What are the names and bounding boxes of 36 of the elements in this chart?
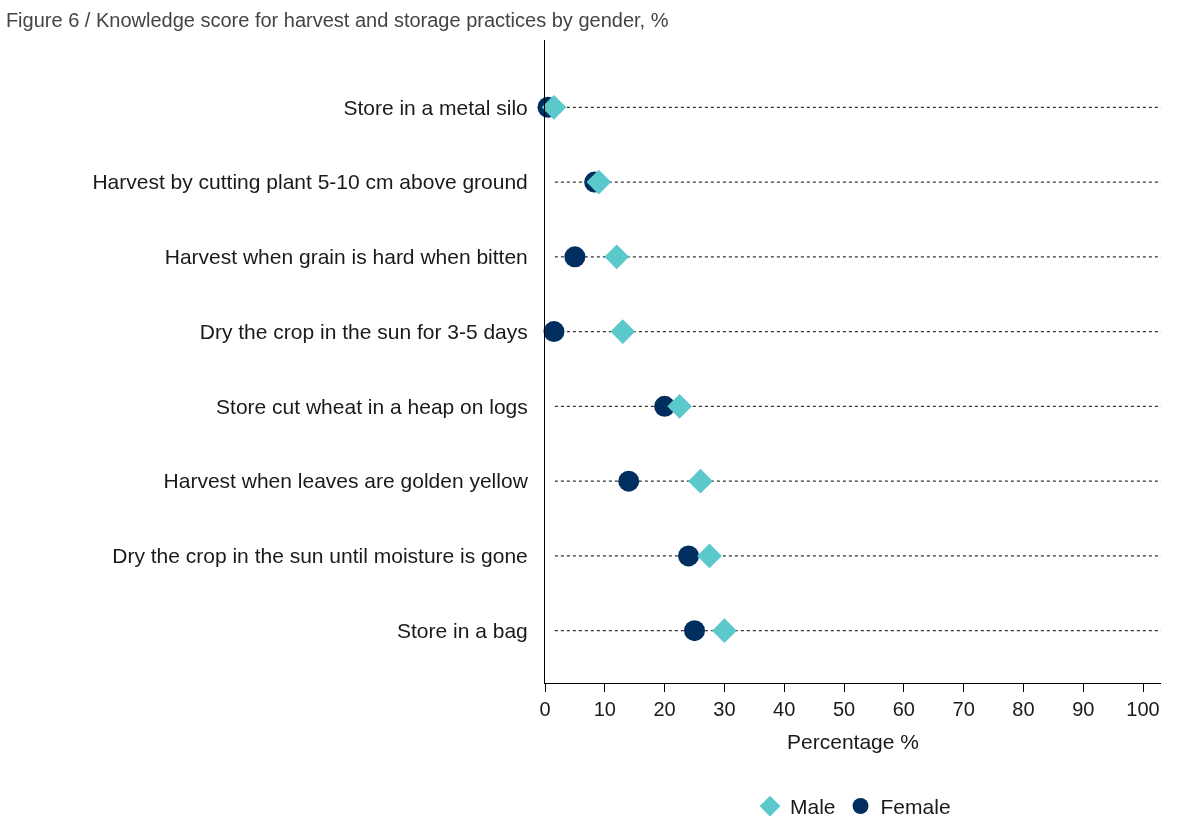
point — [697, 543, 722, 569]
x-tick-label: 70 — [952, 698, 975, 720]
point — [543, 321, 565, 343]
x-tick-label: 90 — [1072, 698, 1095, 720]
legend-label: Female — [880, 795, 951, 819]
point — [610, 319, 636, 344]
y-tick-label: Harvest when leaves are golden yellow — [163, 469, 529, 493]
x-tick-label: 50 — [832, 698, 856, 720]
x-tick-label: 20 — [653, 698, 676, 720]
point — [712, 618, 737, 644]
x-axis-title: Percentage % — [787, 730, 919, 754]
y-tick-label: Dry the crop in the sun until moisture is gone — [112, 544, 528, 568]
point — [678, 545, 700, 567]
y-tick-label: Harvest when grain is hard when bitten — [164, 245, 528, 269]
x-tick-label: 80 — [1012, 698, 1035, 720]
point — [618, 470, 640, 492]
text: Figure 6 / Knowledge score for harvest and storage practices by gender, % — [5, 8, 669, 31]
x-tick-label: 10 — [593, 698, 616, 720]
x-tick-label: 30 — [713, 698, 736, 720]
point — [564, 246, 586, 268]
point — [667, 394, 692, 419]
y-tick-label: Store in a bag — [397, 619, 528, 643]
point — [684, 620, 706, 642]
legend-label: Male — [790, 795, 836, 819]
point — [604, 244, 630, 270]
y-tick-label: Store in a metal silo — [343, 95, 528, 119]
point — [688, 468, 713, 494]
y-tick-label: Harvest by cutting plant 5-10 cm above ground — [92, 170, 528, 194]
x-tick-label: 60 — [892, 698, 915, 720]
point — [541, 94, 567, 120]
y-tick-label: Dry the crop in the sun for 3-5 days — [199, 319, 528, 343]
y-tick-label: Store cut wheat in a heap on logs — [216, 394, 528, 418]
x-tick-label: 100 — [1126, 698, 1160, 720]
x-tick-label: 0 — [539, 698, 551, 720]
x-tick-label: 40 — [773, 698, 796, 720]
point — [586, 169, 612, 195]
